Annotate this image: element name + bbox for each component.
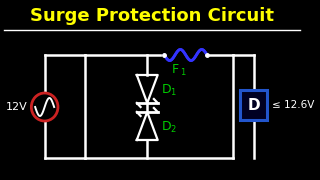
Circle shape [31, 93, 58, 121]
Text: D: D [162, 82, 171, 96]
Bar [240, 90, 267, 120]
Text: 1: 1 [170, 87, 175, 96]
Text: 12V: 12V [6, 102, 28, 112]
Text: D: D [247, 98, 260, 112]
Text: D: D [162, 120, 171, 132]
Text: ≤ 12.6V: ≤ 12.6V [272, 100, 314, 110]
Text: 2: 2 [170, 125, 175, 134]
Text: F: F [172, 62, 179, 75]
Text: Surge Protection Circuit: Surge Protection Circuit [30, 7, 274, 25]
Text: 1: 1 [180, 68, 186, 76]
